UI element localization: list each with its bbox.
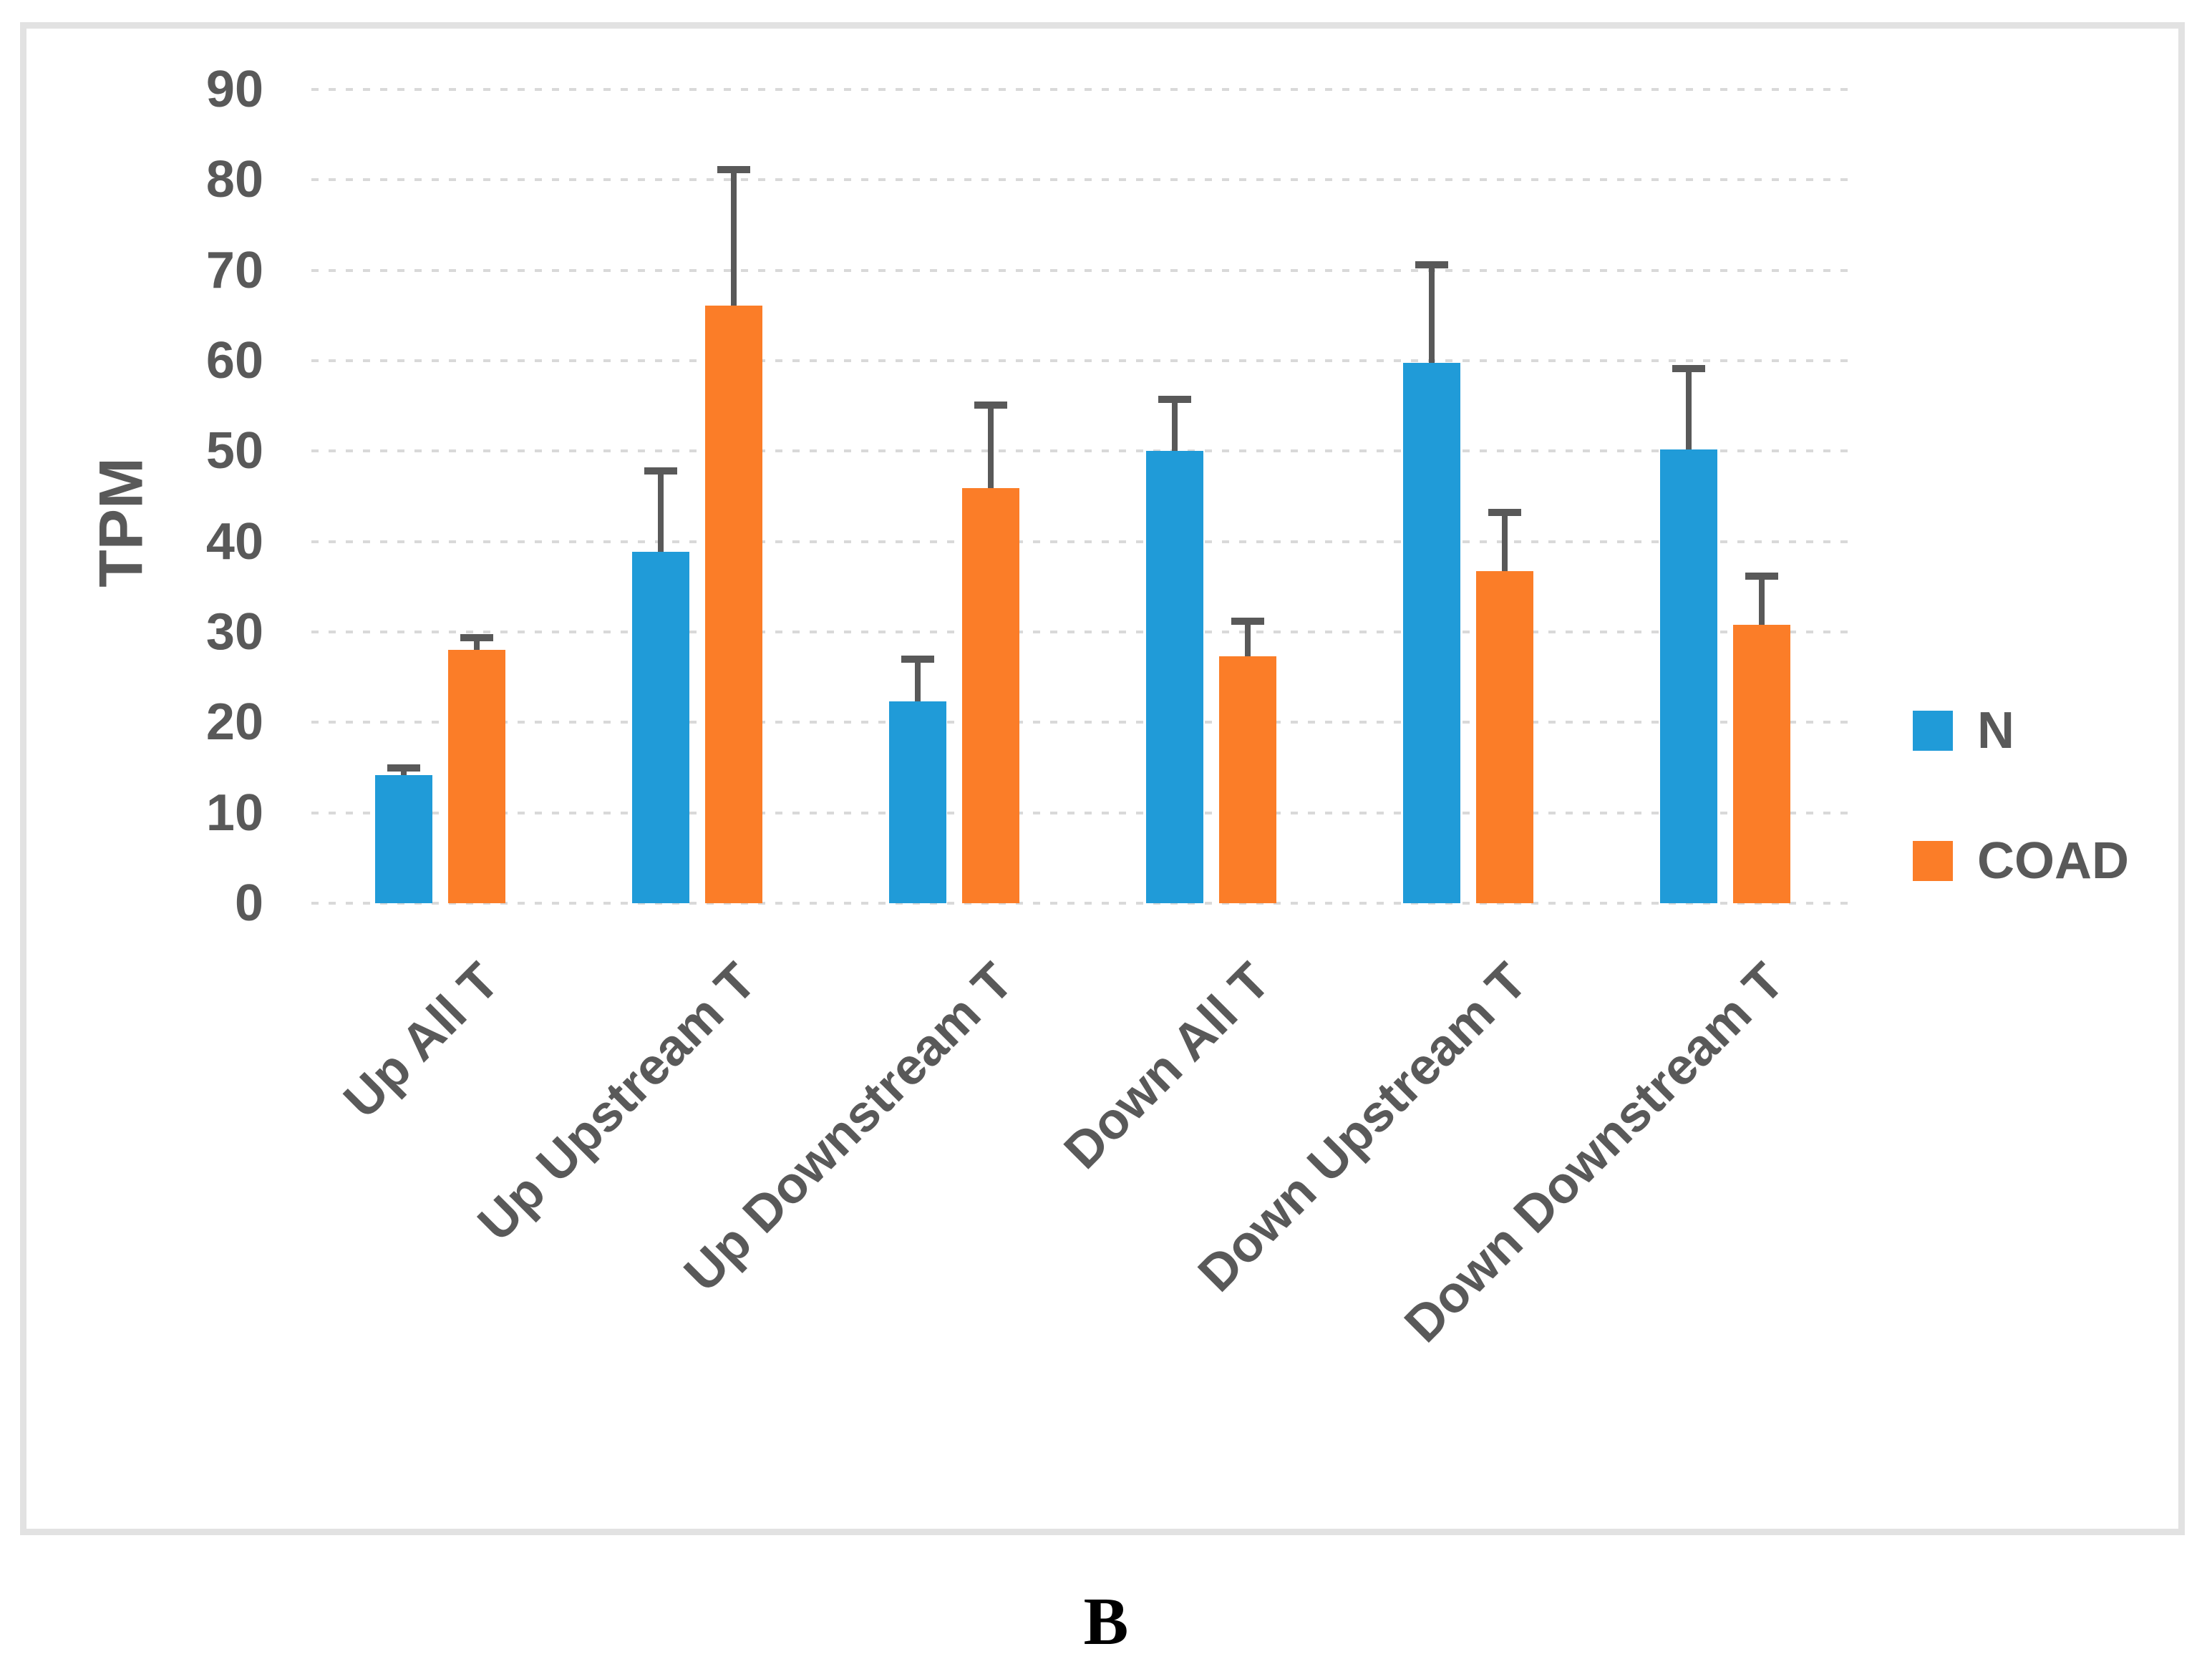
y-tick-label-90: 90 [205,61,263,118]
bar-coad-down-all-t [1219,656,1277,903]
error-bar-stem [914,658,921,702]
bar-coad-up-downstream-t [961,488,1019,903]
bar-n-down-all-t [1146,451,1204,903]
bar-coad-down-downstream-t [1733,624,1791,903]
error-bar-cap [1158,396,1192,404]
legend-item-n: N [1913,701,2129,760]
legend: N COAD [1913,701,2129,962]
bar-n-up-downstream-t [888,701,946,903]
error-bar-stem [400,767,407,775]
bar-n-down-downstream-t [1660,449,1718,903]
error-bar-cap [901,655,934,663]
bar-coad-up-all-t [447,650,505,903]
plot-area [311,88,1854,905]
y-tick-label-70: 70 [205,241,263,299]
bar-n-down-upstream-t [1403,362,1461,903]
gridline-y-10 [311,811,1854,814]
gridline-y-40 [311,540,1854,543]
gridline-y-50 [311,449,1854,453]
bar-coad-down-upstream-t [1476,571,1534,903]
y-tick-label-30: 30 [205,603,263,661]
error-bar-stem [473,637,480,651]
error-bar-cap [717,166,750,174]
error-bar-cap [974,401,1007,409]
gridline-y-60 [311,359,1854,362]
bar-n-up-upstream-t [631,551,689,903]
bar-coad-up-upstream-t [704,305,762,903]
gridline-y-80 [311,178,1854,182]
gridline-y-20 [311,721,1854,724]
legend-label-coad: COAD [1977,832,2129,890]
y-tick-label-80: 80 [205,151,263,209]
legend-label-n: N [1977,702,2014,759]
legend-swatch-n [1913,711,1953,751]
y-tick-label-60: 60 [205,332,263,389]
y-tick-label-50: 50 [205,422,263,480]
figure-label: B [1083,1585,1129,1659]
error-bar-stem [1429,265,1435,363]
error-bar-cap [1231,617,1265,625]
error-bar-stem [1759,575,1765,625]
error-bar-stem [1245,621,1251,657]
error-bar-stem [1502,512,1508,572]
error-bar-cap [1415,261,1449,269]
error-bar-cap [1672,365,1706,373]
legend-swatch-coad [1913,841,1953,881]
error-bar-cap [644,467,677,475]
gridline-y-30 [311,631,1854,633]
gridline-y-90 [311,88,1854,91]
gridline-y-70 [311,268,1854,272]
error-bar-cap [1745,572,1779,580]
error-bar-stem [1686,369,1692,449]
error-bar-cap [387,764,420,772]
error-bar-cap [1488,509,1522,517]
error-bar-stem [657,471,664,552]
bar-n-up-all-t [374,774,432,903]
gridline-y-0 [311,902,1854,905]
error-bar-stem [730,170,737,306]
y-tick-label-10: 10 [205,784,263,842]
error-bar-cap [460,633,493,641]
error-bar-stem [987,404,994,489]
y-tick-label-40: 40 [205,512,263,570]
legend-item-coad: COAD [1913,832,2129,890]
error-bar-stem [1172,399,1178,452]
y-tick-label-0: 0 [234,875,263,932]
y-tick-label-20: 20 [205,694,263,751]
